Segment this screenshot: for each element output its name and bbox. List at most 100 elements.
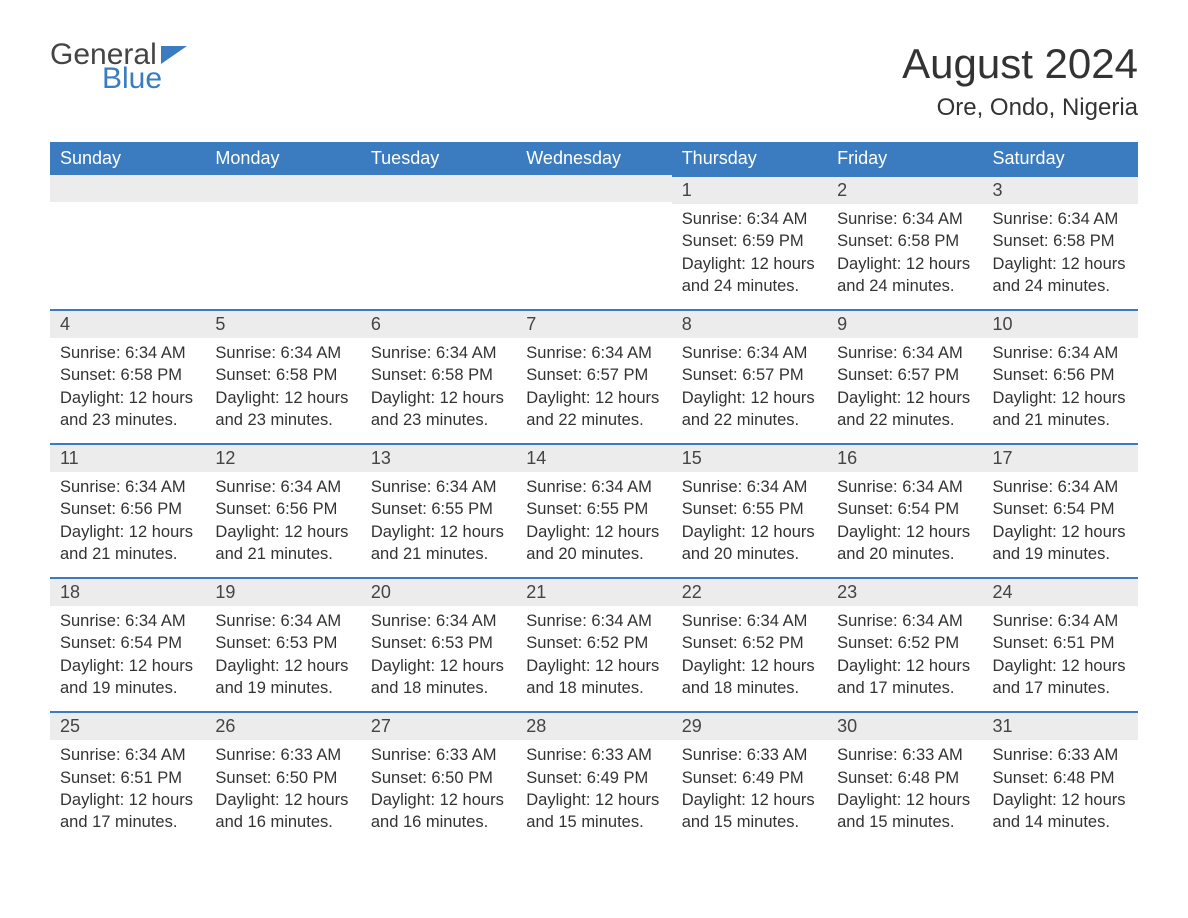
daylight-line: Daylight: 12 hours and 22 minutes.: [526, 387, 661, 432]
sunrise-line: Sunrise: 6:34 AM: [215, 342, 350, 364]
calendar-day-cell: 6Sunrise: 6:34 AMSunset: 6:58 PMDaylight…: [361, 309, 516, 443]
day-number: 18: [50, 577, 205, 606]
calendar-day-cell: [205, 175, 360, 309]
sunset-line: Sunset: 6:57 PM: [526, 364, 661, 386]
day-content: Sunrise: 6:33 AMSunset: 6:50 PMDaylight:…: [205, 740, 360, 845]
daylight-line: Daylight: 12 hours and 20 minutes.: [526, 521, 661, 566]
sunset-line: Sunset: 6:53 PM: [371, 632, 506, 654]
sunset-line: Sunset: 6:50 PM: [371, 767, 506, 789]
daylight-line: Daylight: 12 hours and 20 minutes.: [682, 521, 817, 566]
day-number: 1: [672, 175, 827, 204]
sunrise-line: Sunrise: 6:34 AM: [371, 476, 506, 498]
sunrise-line: Sunrise: 6:34 AM: [837, 342, 972, 364]
calendar-day-cell: 15Sunrise: 6:34 AMSunset: 6:55 PMDayligh…: [672, 443, 827, 577]
calendar-day-cell: 17Sunrise: 6:34 AMSunset: 6:54 PMDayligh…: [983, 443, 1138, 577]
day-number: 14: [516, 443, 671, 472]
daylight-line: Daylight: 12 hours and 14 minutes.: [993, 789, 1128, 834]
day-content: Sunrise: 6:34 AMSunset: 6:56 PMDaylight:…: [50, 472, 205, 577]
sunrise-line: Sunrise: 6:33 AM: [215, 744, 350, 766]
sunset-line: Sunset: 6:55 PM: [526, 498, 661, 520]
day-content: Sunrise: 6:34 AMSunset: 6:55 PMDaylight:…: [672, 472, 827, 577]
sunset-line: Sunset: 6:54 PM: [993, 498, 1128, 520]
day-content: Sunrise: 6:34 AMSunset: 6:56 PMDaylight:…: [205, 472, 360, 577]
daylight-line: Daylight: 12 hours and 16 minutes.: [371, 789, 506, 834]
day-content: Sunrise: 6:34 AMSunset: 6:54 PMDaylight:…: [983, 472, 1138, 577]
calendar-day-cell: 24Sunrise: 6:34 AMSunset: 6:51 PMDayligh…: [983, 577, 1138, 711]
calendar-day-cell: 16Sunrise: 6:34 AMSunset: 6:54 PMDayligh…: [827, 443, 982, 577]
day-number: 12: [205, 443, 360, 472]
sunrise-line: Sunrise: 6:33 AM: [993, 744, 1128, 766]
weekday-header-row: SundayMondayTuesdayWednesdayThursdayFrid…: [50, 142, 1138, 175]
calendar-day-cell: 1Sunrise: 6:34 AMSunset: 6:59 PMDaylight…: [672, 175, 827, 309]
day-number: 29: [672, 711, 827, 740]
calendar-day-cell: 10Sunrise: 6:34 AMSunset: 6:56 PMDayligh…: [983, 309, 1138, 443]
sunset-line: Sunset: 6:57 PM: [682, 364, 817, 386]
sunset-line: Sunset: 6:52 PM: [682, 632, 817, 654]
sunrise-line: Sunrise: 6:34 AM: [526, 610, 661, 632]
day-number: 31: [983, 711, 1138, 740]
sunset-line: Sunset: 6:51 PM: [993, 632, 1128, 654]
calendar-day-cell: 31Sunrise: 6:33 AMSunset: 6:48 PMDayligh…: [983, 711, 1138, 845]
day-number: 11: [50, 443, 205, 472]
day-content: Sunrise: 6:33 AMSunset: 6:49 PMDaylight:…: [516, 740, 671, 845]
sunset-line: Sunset: 6:50 PM: [215, 767, 350, 789]
sunset-line: Sunset: 6:58 PM: [993, 230, 1128, 252]
sunset-line: Sunset: 6:52 PM: [837, 632, 972, 654]
sunrise-line: Sunrise: 6:34 AM: [60, 342, 195, 364]
weekday-header: Saturday: [983, 142, 1138, 175]
sunset-line: Sunset: 6:55 PM: [682, 498, 817, 520]
calendar-day-cell: 3Sunrise: 6:34 AMSunset: 6:58 PMDaylight…: [983, 175, 1138, 309]
day-content: Sunrise: 6:34 AMSunset: 6:52 PMDaylight:…: [516, 606, 671, 711]
calendar-day-cell: 27Sunrise: 6:33 AMSunset: 6:50 PMDayligh…: [361, 711, 516, 845]
day-number: 27: [361, 711, 516, 740]
logo-triangle-icon: [161, 46, 187, 64]
empty-day: [50, 175, 205, 202]
logo-text-2: Blue: [102, 64, 187, 94]
sunset-line: Sunset: 6:55 PM: [371, 498, 506, 520]
sunrise-line: Sunrise: 6:33 AM: [682, 744, 817, 766]
daylight-line: Daylight: 12 hours and 19 minutes.: [215, 655, 350, 700]
page-header: General Blue August 2024 Ore, Ondo, Nige…: [50, 40, 1138, 122]
day-content: Sunrise: 6:33 AMSunset: 6:50 PMDaylight:…: [361, 740, 516, 845]
calendar-day-cell: 23Sunrise: 6:34 AMSunset: 6:52 PMDayligh…: [827, 577, 982, 711]
sunrise-line: Sunrise: 6:34 AM: [60, 744, 195, 766]
day-content: Sunrise: 6:34 AMSunset: 6:53 PMDaylight:…: [361, 606, 516, 711]
sunrise-line: Sunrise: 6:34 AM: [682, 610, 817, 632]
calendar-day-cell: [50, 175, 205, 309]
calendar-table: SundayMondayTuesdayWednesdayThursdayFrid…: [50, 142, 1138, 845]
weekday-header: Thursday: [672, 142, 827, 175]
location-subtitle: Ore, Ondo, Nigeria: [902, 94, 1138, 122]
calendar-day-cell: 2Sunrise: 6:34 AMSunset: 6:58 PMDaylight…: [827, 175, 982, 309]
day-content: Sunrise: 6:34 AMSunset: 6:55 PMDaylight:…: [516, 472, 671, 577]
sunrise-line: Sunrise: 6:34 AM: [215, 476, 350, 498]
day-content: Sunrise: 6:33 AMSunset: 6:48 PMDaylight:…: [827, 740, 982, 845]
calendar-day-cell: 13Sunrise: 6:34 AMSunset: 6:55 PMDayligh…: [361, 443, 516, 577]
daylight-line: Daylight: 12 hours and 18 minutes.: [371, 655, 506, 700]
calendar-day-cell: 29Sunrise: 6:33 AMSunset: 6:49 PMDayligh…: [672, 711, 827, 845]
daylight-line: Daylight: 12 hours and 24 minutes.: [993, 253, 1128, 298]
daylight-line: Daylight: 12 hours and 21 minutes.: [371, 521, 506, 566]
day-content: Sunrise: 6:34 AMSunset: 6:58 PMDaylight:…: [983, 204, 1138, 309]
empty-day: [516, 175, 671, 202]
day-number: 26: [205, 711, 360, 740]
day-content: Sunrise: 6:34 AMSunset: 6:51 PMDaylight:…: [983, 606, 1138, 711]
day-number: 25: [50, 711, 205, 740]
day-content: Sunrise: 6:34 AMSunset: 6:54 PMDaylight:…: [50, 606, 205, 711]
calendar-body: 1Sunrise: 6:34 AMSunset: 6:59 PMDaylight…: [50, 175, 1138, 845]
calendar-week-row: 4Sunrise: 6:34 AMSunset: 6:58 PMDaylight…: [50, 309, 1138, 443]
calendar-day-cell: 5Sunrise: 6:34 AMSunset: 6:58 PMDaylight…: [205, 309, 360, 443]
sunrise-line: Sunrise: 6:34 AM: [682, 208, 817, 230]
calendar-day-cell: 22Sunrise: 6:34 AMSunset: 6:52 PMDayligh…: [672, 577, 827, 711]
daylight-line: Daylight: 12 hours and 21 minutes.: [215, 521, 350, 566]
day-number: 3: [983, 175, 1138, 204]
sunset-line: Sunset: 6:49 PM: [682, 767, 817, 789]
day-content: Sunrise: 6:33 AMSunset: 6:49 PMDaylight:…: [672, 740, 827, 845]
day-content: Sunrise: 6:33 AMSunset: 6:48 PMDaylight:…: [983, 740, 1138, 845]
sunrise-line: Sunrise: 6:34 AM: [993, 208, 1128, 230]
daylight-line: Daylight: 12 hours and 21 minutes.: [60, 521, 195, 566]
calendar-week-row: 25Sunrise: 6:34 AMSunset: 6:51 PMDayligh…: [50, 711, 1138, 845]
calendar-day-cell: 25Sunrise: 6:34 AMSunset: 6:51 PMDayligh…: [50, 711, 205, 845]
daylight-line: Daylight: 12 hours and 20 minutes.: [837, 521, 972, 566]
day-content: Sunrise: 6:34 AMSunset: 6:53 PMDaylight:…: [205, 606, 360, 711]
day-number: 16: [827, 443, 982, 472]
